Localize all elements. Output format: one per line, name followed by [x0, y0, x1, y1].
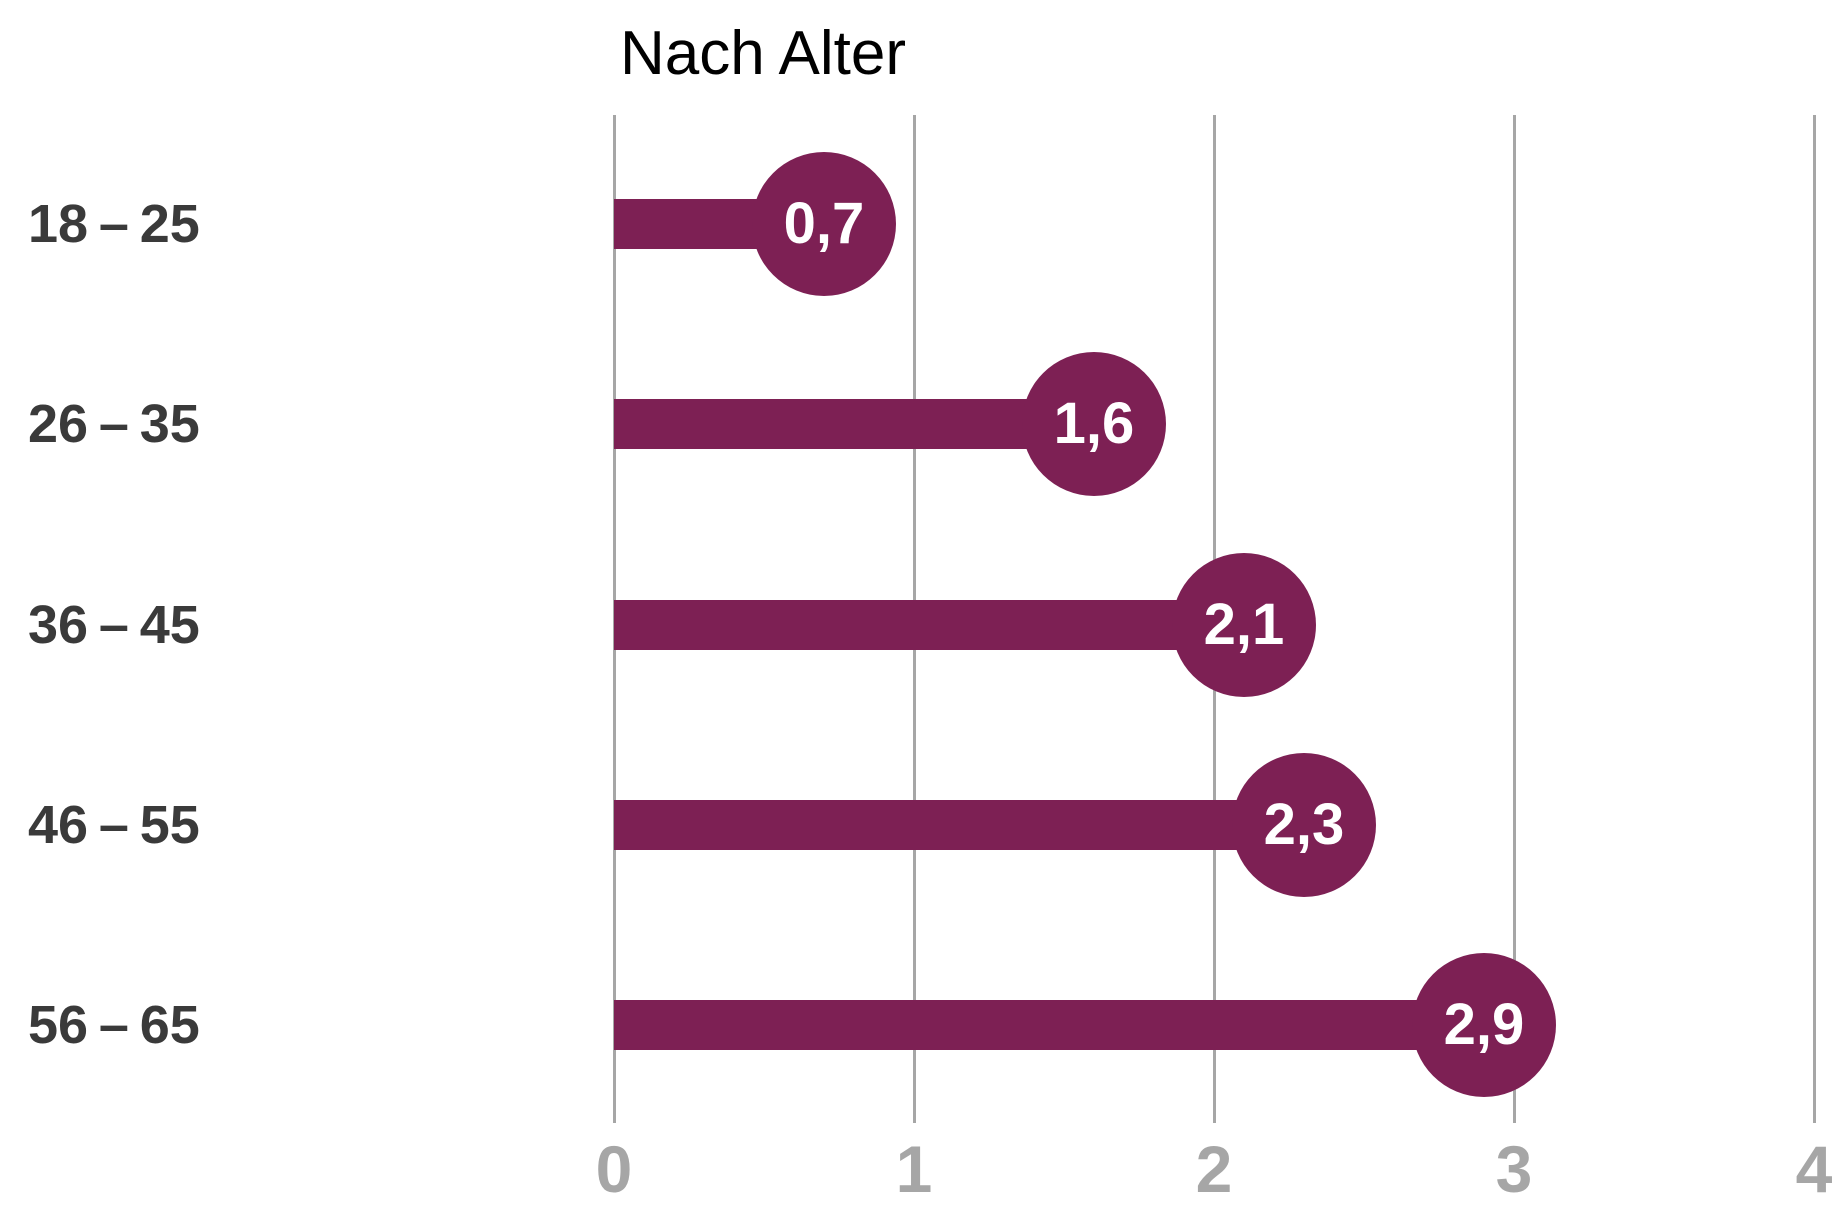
value-label: 1,6	[1053, 391, 1135, 457]
category-label: 46 – 55	[28, 794, 200, 855]
value-dot: 2,1	[1172, 552, 1316, 697]
value-label: 0,7	[783, 191, 865, 256]
x-tick-label: 0	[595, 1132, 633, 1206]
chart-title: Nach Alter	[620, 19, 907, 88]
value-dot: 0,7	[752, 152, 896, 296]
category-label: 36 – 45	[28, 594, 200, 655]
value-dot: 2,3	[1232, 752, 1376, 897]
gridline	[1512, 115, 1516, 1123]
value-dot: 2,9	[1412, 953, 1556, 1097]
x-tick-label: 3	[1495, 1132, 1533, 1206]
bar	[614, 399, 1094, 450]
x-tick-label: 4	[1795, 1132, 1833, 1206]
x-tick-label: 1	[895, 1132, 933, 1206]
bar	[614, 599, 1244, 650]
bar	[614, 1000, 1484, 1050]
value-label: 2,3	[1263, 791, 1345, 857]
bar	[614, 799, 1304, 850]
value-label: 2,9	[1443, 992, 1525, 1057]
gridline	[1812, 115, 1816, 1123]
category-label: 56 – 65	[28, 995, 200, 1055]
category-label: 26 – 35	[28, 394, 200, 455]
category-label: 18 – 25	[28, 194, 200, 254]
value-dot: 1,6	[1022, 352, 1166, 497]
x-tick-label: 2	[1195, 1132, 1233, 1206]
value-label: 2,1	[1203, 591, 1285, 657]
